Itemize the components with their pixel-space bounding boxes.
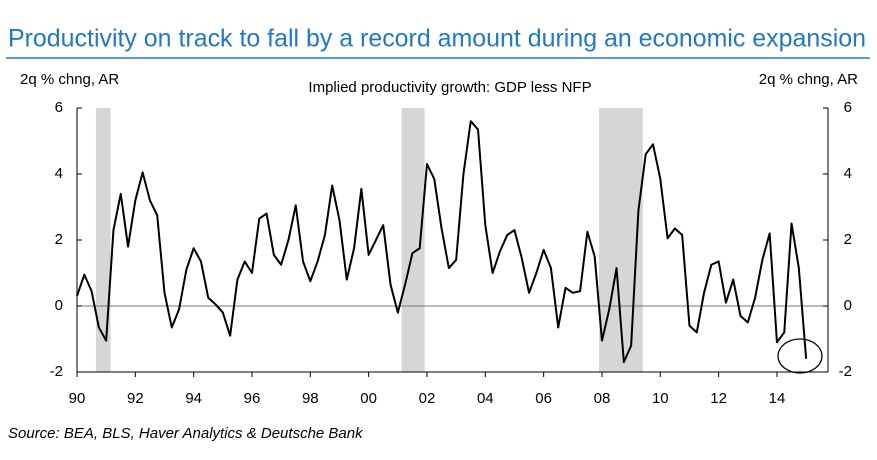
x-tick-label: 90 (69, 390, 86, 407)
source-note: Source: BEA, BLS, Haver Analytics & Deut… (8, 425, 364, 442)
x-tick-label: 14 (769, 390, 786, 407)
line-layer (76, 120, 808, 364)
y2-tick-label: 4 (844, 165, 852, 182)
y-tick-label: 6 (55, 99, 63, 116)
y-tick-label: 2 (55, 231, 63, 248)
x-tick-label: 08 (594, 390, 611, 407)
recession-layer (95, 108, 643, 372)
y-tick-label: 0 (55, 297, 63, 314)
x-tick-label: 00 (360, 390, 377, 407)
chart-subtitle: Implied productivity growth: GDP less NF… (308, 79, 591, 96)
x-tick-label: 06 (535, 390, 552, 407)
x-tick-label: 04 (477, 390, 494, 407)
y-tick-label: 4 (55, 165, 63, 182)
x-tick-label: 94 (185, 390, 202, 407)
highlight-circle (777, 338, 823, 374)
chart-title: Productivity on track to fall by a recor… (8, 25, 866, 53)
x-tick-label: 92 (127, 390, 144, 407)
x-tick-label: 10 (652, 390, 669, 407)
y-tick-label: -2 (50, 363, 63, 380)
x-tick-label: 96 (244, 390, 261, 407)
y2-tick-label: 0 (844, 297, 852, 314)
y2-tick-label: -2 (839, 363, 852, 380)
y-axis-label: 2q % chng, AR (20, 71, 119, 88)
x-tick-label: 12 (710, 390, 727, 407)
series-line (76, 120, 808, 364)
x-tick-label: 98 (302, 390, 319, 407)
x-tick-label: 02 (419, 390, 436, 407)
y2-axis-label: 2q % chng, AR (759, 71, 858, 88)
recession-band (95, 108, 111, 372)
y2-tick-label: 6 (844, 99, 852, 116)
y2-tick-label: 2 (844, 231, 852, 248)
